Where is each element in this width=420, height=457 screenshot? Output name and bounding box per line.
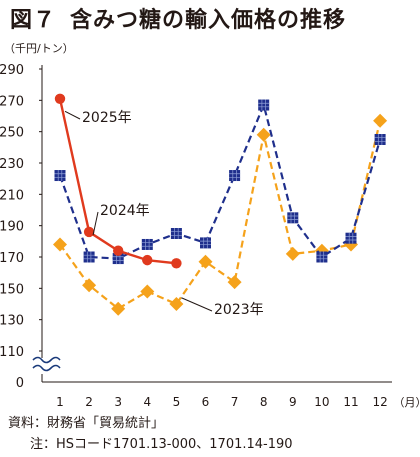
x-tick-label-2: 2 (85, 395, 93, 409)
point-s2-m12-grid (374, 134, 386, 145)
point-s2-m6-grid (200, 237, 211, 249)
point-s2-m12-fill (374, 134, 386, 145)
y-tick-label-190: 190 (0, 220, 24, 235)
chart-title: 図７ 含みつ糖の輸入価格の推移 (10, 2, 346, 34)
point-s2-m10-grid (316, 251, 328, 263)
point-s2-m9 (287, 212, 299, 224)
point-s2-m11-fill (345, 232, 357, 244)
series-labels: 2025年 2024年 2023年 (64, 110, 264, 318)
x-tick-label-6: 6 (202, 395, 210, 409)
point-s2-m9-fill (287, 212, 299, 224)
series-label-3: 2023年 (214, 302, 264, 318)
note-text: 注：HSコード1701.13-000、1701.14-190 (30, 437, 293, 452)
axis-break-wave-1 (32, 356, 61, 364)
point-s3-m12 (373, 113, 388, 128)
point-s1-m1 (54, 93, 66, 104)
x-tick-label-9: 9 (289, 395, 297, 409)
point-s2-m1-fill (54, 170, 66, 182)
point-s1-m5 (171, 258, 182, 269)
point-s3-m6 (198, 254, 213, 269)
y-tick-label-110: 110 (0, 345, 24, 360)
y-axis-unit: （千円/トン） (4, 42, 74, 55)
y-tick-label-130: 130 (0, 314, 24, 329)
point-s1-m3 (113, 245, 124, 256)
point-s2-m12 (374, 134, 386, 145)
x-tick-label-5: 5 (173, 395, 181, 409)
point-s2-m4-grid (141, 238, 153, 250)
series-layer (53, 93, 388, 316)
y-tick-label-150: 150 (0, 282, 24, 297)
point-s3-m8 (256, 127, 271, 142)
point-s2-m9-grid (287, 212, 299, 224)
point-s2-m4-fill (141, 238, 153, 250)
point-s2-m3-grid (112, 253, 124, 265)
point-s2-m2 (83, 251, 95, 263)
source-text: 資料：財務省「貿易統計」 (8, 416, 165, 431)
point-s2-m1-grid (54, 170, 66, 182)
point-s2-m5-grid (170, 228, 182, 239)
y-tick-label-290: 290 (0, 63, 24, 78)
axis-break (32, 356, 61, 372)
title-text: 含みつ糖の輸入価格の推移 (70, 8, 347, 33)
point-s2-m2-grid (83, 251, 95, 263)
series-1 (54, 93, 182, 269)
series-line-2 (58, 103, 382, 260)
series-2 (54, 99, 386, 265)
point-s2-m2-fill (83, 251, 95, 263)
figure-number: 図７ (10, 8, 57, 33)
series-3 (53, 113, 388, 316)
y-tick-label-250: 250 (0, 126, 24, 141)
point-s2-m6-fill (200, 237, 211, 249)
point-s3-m1 (53, 237, 67, 252)
x-tick-label-7: 7 (231, 395, 239, 409)
axis-break-wave-2 (32, 364, 61, 372)
x-tick-label-11: 11 (343, 395, 358, 409)
x-tick-label-10: 10 (314, 395, 329, 409)
point-s2-m8-grid (258, 99, 270, 111)
point-s2-m11-grid (345, 232, 357, 244)
x-tick-label-8: 8 (260, 395, 268, 409)
point-s3-m3 (111, 301, 126, 316)
point-s2-m8 (258, 99, 270, 111)
point-s2-m8-fill (258, 99, 270, 111)
x-tick-label-1: 1 (56, 395, 64, 409)
leader-line-2 (92, 211, 99, 236)
series-label-2: 2024年 (100, 203, 150, 219)
point-s2-m3-fill (112, 253, 124, 265)
x-axis-unit: （月） (394, 396, 420, 409)
x-tick-label-4: 4 (143, 395, 151, 409)
point-s1-m4 (142, 254, 153, 266)
point-s2-m7 (229, 170, 241, 182)
y-tick-label-zero: 0 (16, 376, 24, 391)
point-s3-m2 (82, 278, 97, 293)
point-s1-m2 (83, 226, 95, 238)
y-tick-label-170: 170 (0, 251, 24, 266)
point-s2-m4 (141, 238, 153, 250)
leader-line-3 (181, 297, 213, 312)
point-s3-m5 (169, 297, 184, 311)
point-s2-m7-grid (229, 170, 241, 182)
point-s2-m5-fill (170, 228, 182, 239)
series-label-1: 2025年 (82, 110, 132, 126)
point-s3-m7 (227, 275, 242, 290)
y-tick-label-270: 270 (0, 94, 24, 109)
series-line-3 (59, 120, 382, 310)
point-s2-m10-fill (316, 251, 328, 263)
y-tick-label-230: 230 (0, 157, 24, 172)
point-s3-m9 (285, 246, 300, 261)
point-s2-m6 (200, 237, 211, 249)
point-s2-m5 (170, 228, 182, 239)
y-tick-label-210: 210 (0, 188, 24, 203)
point-s2-m10 (316, 251, 328, 263)
point-s2-m1 (54, 170, 66, 182)
point-s2-m11 (345, 232, 357, 244)
x-tick-label-12: 12 (372, 395, 387, 409)
point-s3-m4 (140, 284, 155, 299)
x-tick-label-3: 3 (114, 395, 122, 409)
point-s2-m7-fill (229, 170, 241, 182)
leader-line-1 (64, 110, 81, 120)
point-s2-m3 (112, 253, 124, 265)
